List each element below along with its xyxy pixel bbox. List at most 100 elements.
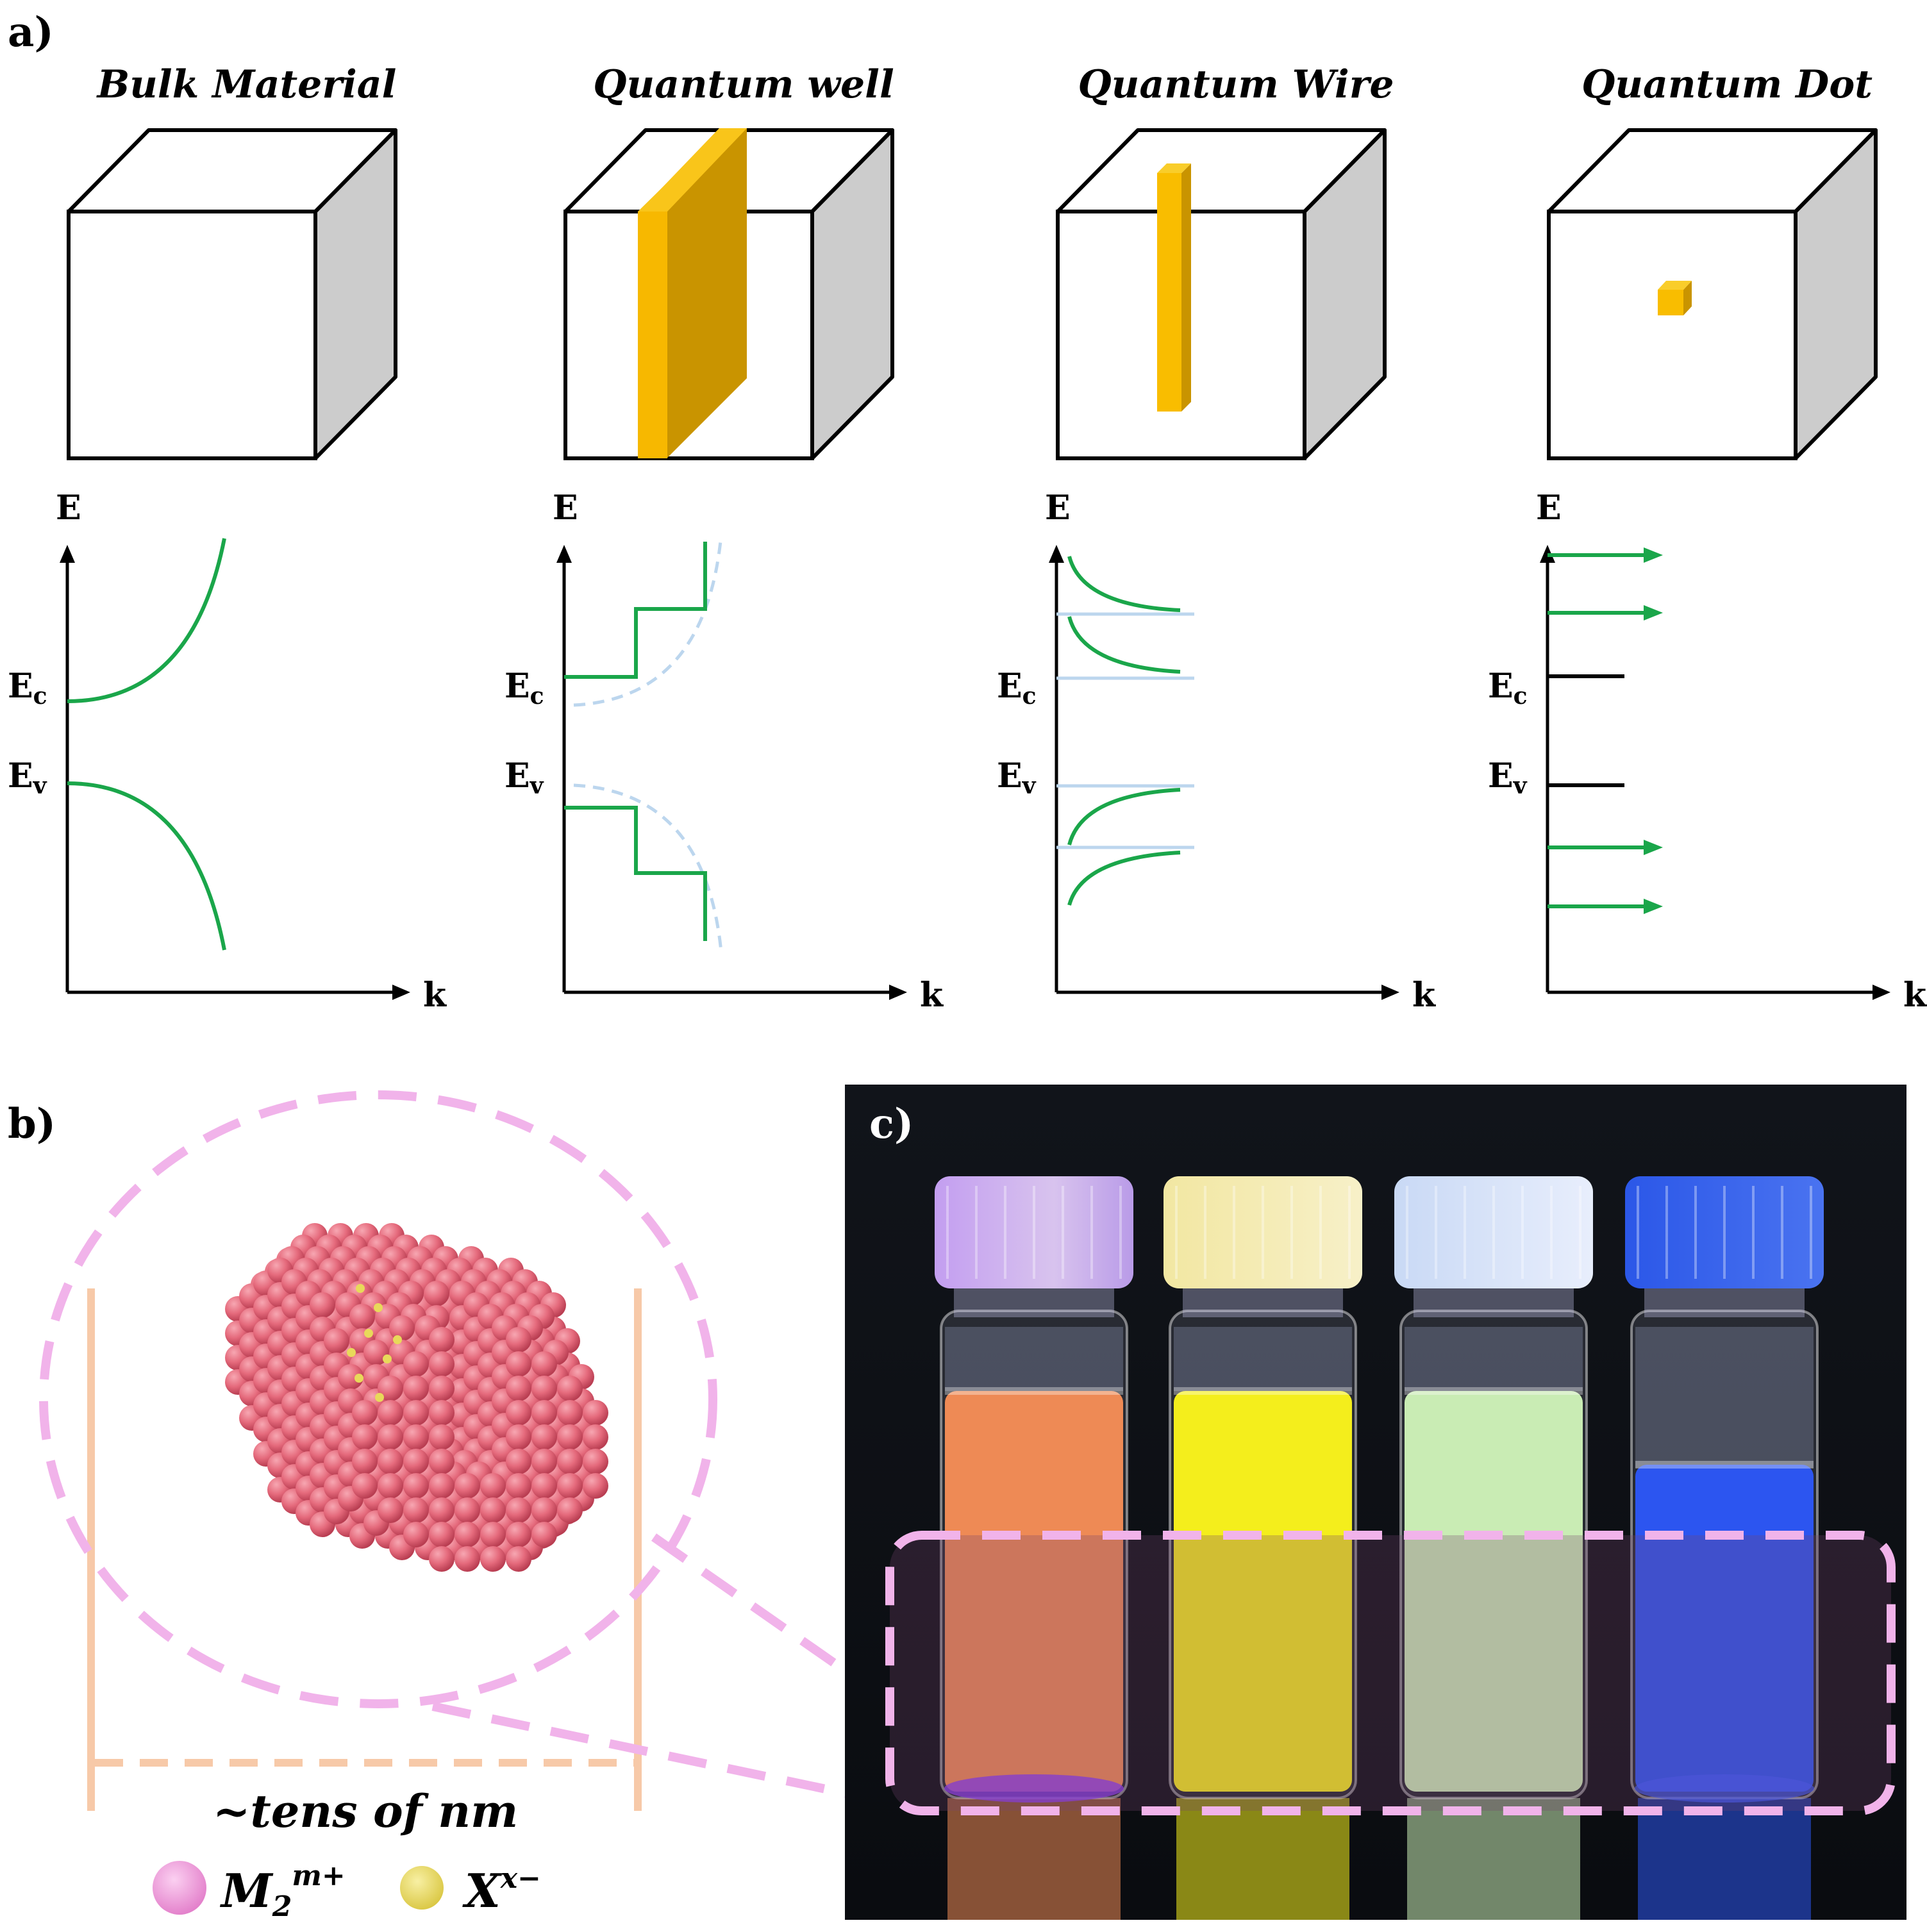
panel-c-label: c) [869,1100,913,1148]
cation-atom [455,1473,480,1499]
legend-cation: M [219,1863,274,1918]
axis-x-arrow-icon [392,985,410,1000]
cation-atom [349,1304,375,1329]
vial-reflection [1407,1798,1580,1920]
legend-cation-sup: m+ [292,1860,345,1892]
axis-y-label: E [553,488,578,528]
cation-atom [557,1473,583,1499]
cation-atom [506,1449,531,1474]
vial-cap [1394,1176,1593,1288]
cube-front [67,210,317,460]
cation-atom [506,1351,531,1377]
ec-label: Ec [1488,667,1528,710]
cation-atom [557,1497,583,1523]
svg-text:Xx−: Xx− [462,1862,541,1918]
cation-atom [378,1424,403,1450]
nanocrystal-cluster [225,1223,608,1572]
svg-text:M2m+: M2m+ [219,1860,346,1923]
vial-photo [845,1085,1906,1920]
cation-atom [557,1424,583,1450]
anion-atom [364,1329,373,1338]
valence-subband-1 [1067,788,1181,845]
axis-x-label: k [423,976,447,1015]
zoom-circle [39,1090,717,1708]
cation-atom [583,1473,608,1499]
legend-anion-sup: x− [500,1862,541,1895]
highlight-box [885,1531,1896,1815]
ec-label: Ec [8,667,47,710]
anion-atom [356,1284,365,1293]
vial-liquid [1635,1465,1814,1792]
vial-headspace [945,1327,1123,1391]
cation-atom [557,1376,583,1401]
vial-cap [1625,1176,1824,1288]
axis-x-label: k [1903,976,1927,1015]
conduction-subband-1 [1067,556,1181,612]
cation-atom [531,1449,557,1474]
column-title: Quantum Wire [1078,62,1394,107]
axis-y-arrow-icon [1049,545,1064,563]
anion-atom [374,1303,383,1312]
cation-atom [531,1424,557,1450]
vial-meniscus [1635,1461,1814,1469]
vial-1-glow [944,1774,1124,1803]
cation-atom [352,1473,378,1499]
panel-b-label: b) [8,1100,56,1148]
axis-y-label: E [1536,488,1562,528]
axis-y-arrow-icon [60,545,75,563]
cation-atom [429,1546,455,1572]
axis-y-label: E [1045,488,1071,528]
cation-atom [429,1327,455,1353]
cation-atom [338,1364,363,1390]
anion-atom [347,1348,356,1357]
level-arrow-icon [1644,547,1663,563]
cation-atom [403,1497,429,1523]
column-4: Quantum Dot Ek Ec Ev [1488,62,1927,1015]
axis-x-arrow-icon [1381,985,1399,1000]
valence-subband-2 [1067,851,1181,906]
cation-atom [531,1522,557,1547]
anion-atom [393,1335,402,1344]
bulk-ghost-curve [573,783,723,953]
cube-front [1547,210,1798,460]
cation-atom [403,1351,429,1377]
axis-x-arrow-icon [1873,985,1890,1000]
cation-atom [429,1376,455,1401]
axis-x-arrow-icon [889,985,907,1000]
ev-label: Ev [997,756,1037,799]
cation-atom [424,1281,449,1306]
legend-anion: X [462,1863,503,1918]
vial-reflection [1176,1798,1349,1920]
vial-2 [1164,1176,1362,1920]
cation-sphere-icon [153,1861,206,1915]
ev-label: Ev [1488,756,1528,799]
cation-atom [352,1424,378,1450]
ev-label: Ev [8,756,47,799]
column-title: Quantum Dot [1581,62,1873,107]
zoom-connector-bottom [431,1702,891,1807]
cation-atom [352,1400,378,1426]
quantum-wire [1157,163,1191,412]
anion-atom [383,1354,392,1363]
vial-headspace [1174,1327,1352,1391]
cation-atom [557,1449,583,1474]
vial-4-glow [1635,1774,1814,1803]
cation-atom [480,1473,506,1499]
valence-step-dos [564,806,707,941]
cation-atom [455,1497,480,1523]
cation-atom [389,1315,415,1341]
cation-atom [506,1327,531,1353]
cation-atom [480,1497,506,1523]
vial-neck [954,1285,1114,1317]
cation-atom [506,1400,531,1426]
cation-atom [403,1424,429,1450]
cation-atom [324,1328,349,1354]
vial-liquid [1174,1391,1352,1792]
cation-atom [455,1522,480,1547]
ev-label: Ev [505,756,544,799]
vial-headspace [1405,1327,1583,1391]
level-arrow-icon [1644,840,1663,855]
cation-atom [531,1376,557,1401]
bulk-ghost-curve [573,535,723,707]
